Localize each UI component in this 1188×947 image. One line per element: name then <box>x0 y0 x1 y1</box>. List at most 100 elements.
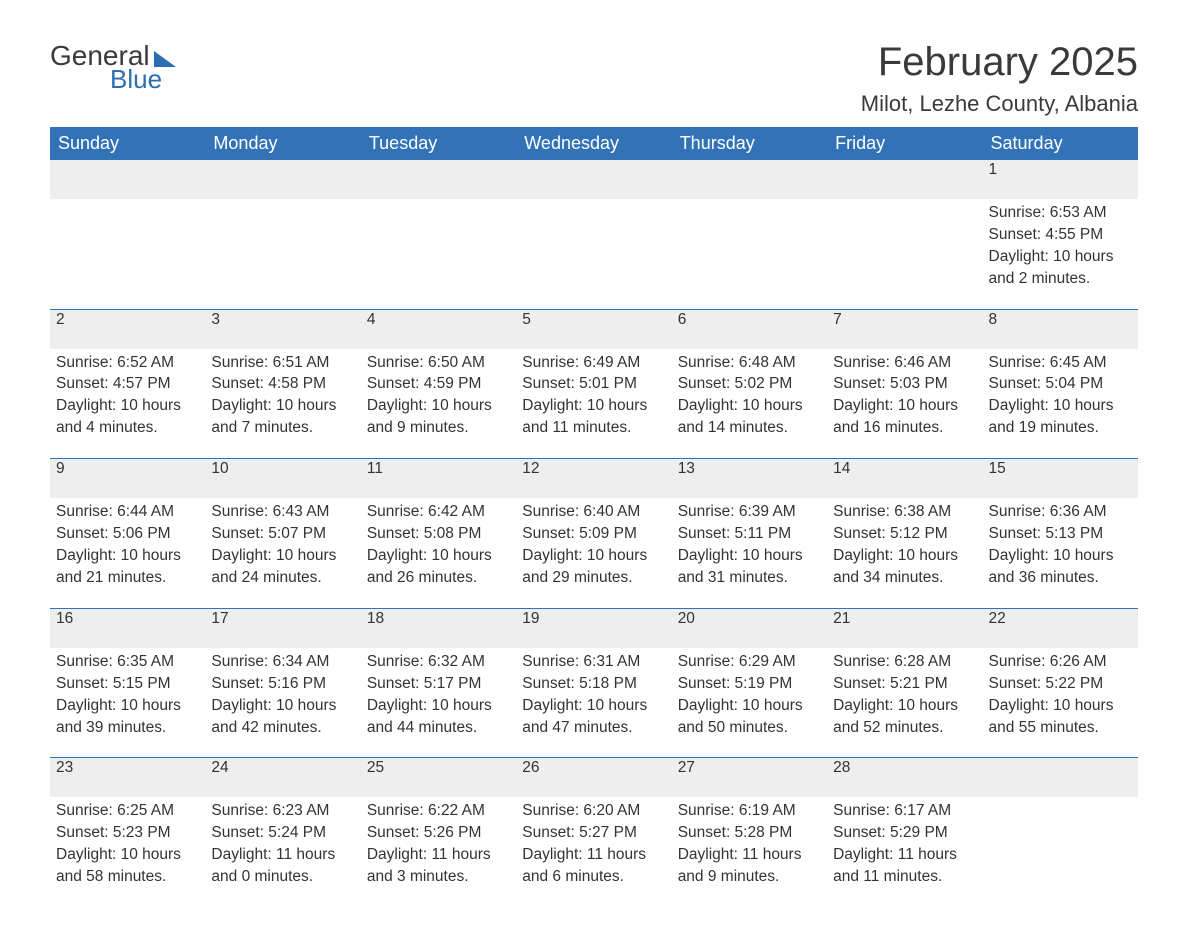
daylight-line: and 16 minutes. <box>833 418 976 439</box>
sunset-line: Sunset: 5:07 PM <box>211 524 354 545</box>
day-header: Wednesday <box>516 127 671 160</box>
daylight-line: Daylight: 10 hours <box>989 546 1132 567</box>
day-detail-cell <box>827 199 982 309</box>
day-detail-cell <box>983 797 1138 907</box>
day-detail-cell: Sunrise: 6:36 AMSunset: 5:13 PMDaylight:… <box>983 498 1138 608</box>
day-detail-cell: Sunrise: 6:39 AMSunset: 5:11 PMDaylight:… <box>672 498 827 608</box>
day-number-cell: 14 <box>827 459 982 498</box>
day-header-row: Sunday Monday Tuesday Wednesday Thursday… <box>50 127 1138 160</box>
day-number-cell: 19 <box>516 609 671 648</box>
day-number-row: 1 <box>50 160 1138 199</box>
sunrise-line: Sunrise: 6:19 AM <box>678 801 821 822</box>
page-header: General Blue February 2025 Milot, Lezhe … <box>50 40 1138 117</box>
daylight-line: and 9 minutes. <box>678 867 821 888</box>
daylight-line: and 2 minutes. <box>989 269 1132 290</box>
sunset-line: Sunset: 5:16 PM <box>211 674 354 695</box>
day-detail-cell <box>50 199 205 309</box>
day-detail-row: Sunrise: 6:44 AMSunset: 5:06 PMDaylight:… <box>50 498 1138 608</box>
daylight-line: and 24 minutes. <box>211 568 354 589</box>
daylight-line: and 6 minutes. <box>522 867 665 888</box>
sunset-line: Sunset: 5:23 PM <box>56 823 199 844</box>
day-number-cell <box>827 160 982 199</box>
daylight-line: and 34 minutes. <box>833 568 976 589</box>
day-number-cell: 12 <box>516 459 671 498</box>
daylight-line: Daylight: 10 hours <box>833 396 976 417</box>
sunset-line: Sunset: 5:06 PM <box>56 524 199 545</box>
day-number-cell: 27 <box>672 758 827 797</box>
daylight-line: and 58 minutes. <box>56 867 199 888</box>
day-detail-cell: Sunrise: 6:17 AMSunset: 5:29 PMDaylight:… <box>827 797 982 907</box>
daylight-line: and 19 minutes. <box>989 418 1132 439</box>
day-number-cell <box>205 160 360 199</box>
day-detail-cell: Sunrise: 6:23 AMSunset: 5:24 PMDaylight:… <box>205 797 360 907</box>
day-detail-cell: Sunrise: 6:19 AMSunset: 5:28 PMDaylight:… <box>672 797 827 907</box>
daylight-line: and 0 minutes. <box>211 867 354 888</box>
day-detail-cell: Sunrise: 6:32 AMSunset: 5:17 PMDaylight:… <box>361 648 516 758</box>
sunrise-line: Sunrise: 6:31 AM <box>522 652 665 673</box>
sunrise-line: Sunrise: 6:39 AM <box>678 502 821 523</box>
day-detail-cell: Sunrise: 6:50 AMSunset: 4:59 PMDaylight:… <box>361 349 516 459</box>
daylight-line: and 21 minutes. <box>56 568 199 589</box>
sunrise-line: Sunrise: 6:42 AM <box>367 502 510 523</box>
daylight-line: Daylight: 10 hours <box>833 546 976 567</box>
daylight-line: and 36 minutes. <box>989 568 1132 589</box>
daylight-line: Daylight: 10 hours <box>367 696 510 717</box>
sunrise-line: Sunrise: 6:28 AM <box>833 652 976 673</box>
sunset-line: Sunset: 5:28 PM <box>678 823 821 844</box>
day-number-cell <box>50 160 205 199</box>
day-detail-cell <box>205 199 360 309</box>
daylight-line: Daylight: 10 hours <box>522 396 665 417</box>
sunset-line: Sunset: 5:15 PM <box>56 674 199 695</box>
sunrise-line: Sunrise: 6:25 AM <box>56 801 199 822</box>
day-detail-cell: Sunrise: 6:52 AMSunset: 4:57 PMDaylight:… <box>50 349 205 459</box>
day-number-cell: 7 <box>827 310 982 349</box>
daylight-line: and 29 minutes. <box>522 568 665 589</box>
brand-logo: General Blue <box>50 40 176 95</box>
daylight-line: Daylight: 11 hours <box>678 845 821 866</box>
day-number-row: 16171819202122 <box>50 609 1138 648</box>
day-number-cell: 26 <box>516 758 671 797</box>
daylight-line: Daylight: 10 hours <box>678 696 821 717</box>
flag-icon <box>154 51 176 67</box>
daylight-line: Daylight: 10 hours <box>367 396 510 417</box>
day-number-cell <box>361 160 516 199</box>
day-detail-cell <box>361 199 516 309</box>
daylight-line: and 52 minutes. <box>833 718 976 739</box>
sunset-line: Sunset: 5:22 PM <box>989 674 1132 695</box>
sunset-line: Sunset: 5:13 PM <box>989 524 1132 545</box>
daylight-line: Daylight: 10 hours <box>522 546 665 567</box>
sunrise-line: Sunrise: 6:52 AM <box>56 353 199 374</box>
day-number-cell: 22 <box>983 609 1138 648</box>
day-detail-cell: Sunrise: 6:53 AMSunset: 4:55 PMDaylight:… <box>983 199 1138 309</box>
daylight-line: and 11 minutes. <box>833 867 976 888</box>
daylight-line: Daylight: 10 hours <box>833 696 976 717</box>
daylight-line: and 55 minutes. <box>989 718 1132 739</box>
day-number-row: 2345678 <box>50 310 1138 349</box>
day-number-cell: 6 <box>672 310 827 349</box>
sunrise-line: Sunrise: 6:17 AM <box>833 801 976 822</box>
daylight-line: Daylight: 10 hours <box>989 696 1132 717</box>
day-detail-cell: Sunrise: 6:31 AMSunset: 5:18 PMDaylight:… <box>516 648 671 758</box>
daylight-line: Daylight: 10 hours <box>211 546 354 567</box>
day-number-cell: 1 <box>983 160 1138 199</box>
daylight-line: and 31 minutes. <box>678 568 821 589</box>
day-number-cell: 10 <box>205 459 360 498</box>
day-detail-cell: Sunrise: 6:26 AMSunset: 5:22 PMDaylight:… <box>983 648 1138 758</box>
day-number-cell <box>672 160 827 199</box>
daylight-line: Daylight: 11 hours <box>367 845 510 866</box>
sunset-line: Sunset: 5:11 PM <box>678 524 821 545</box>
day-detail-cell: Sunrise: 6:49 AMSunset: 5:01 PMDaylight:… <box>516 349 671 459</box>
day-detail-cell: Sunrise: 6:25 AMSunset: 5:23 PMDaylight:… <box>50 797 205 907</box>
sunrise-line: Sunrise: 6:34 AM <box>211 652 354 673</box>
day-number-cell: 23 <box>50 758 205 797</box>
sunset-line: Sunset: 5:01 PM <box>522 374 665 395</box>
daylight-line: and 14 minutes. <box>678 418 821 439</box>
sunset-line: Sunset: 5:26 PM <box>367 823 510 844</box>
sunrise-line: Sunrise: 6:22 AM <box>367 801 510 822</box>
daylight-line: and 7 minutes. <box>211 418 354 439</box>
day-detail-cell: Sunrise: 6:46 AMSunset: 5:03 PMDaylight:… <box>827 349 982 459</box>
daylight-line: Daylight: 10 hours <box>56 845 199 866</box>
daylight-line: Daylight: 10 hours <box>522 696 665 717</box>
day-header: Monday <box>205 127 360 160</box>
sunset-line: Sunset: 5:17 PM <box>367 674 510 695</box>
